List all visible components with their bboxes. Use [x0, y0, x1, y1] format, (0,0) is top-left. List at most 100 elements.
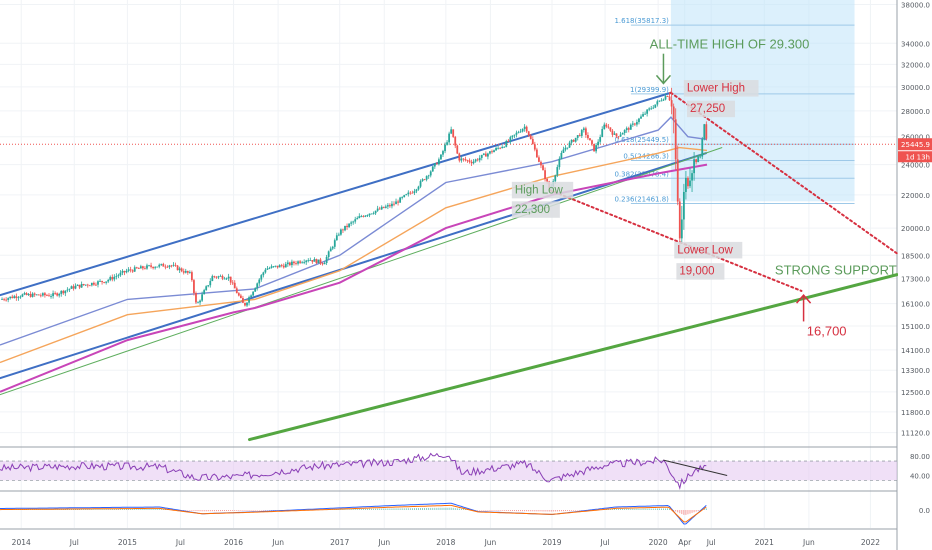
annotation-arrowhead — [796, 293, 812, 304]
candle-body — [454, 136, 457, 146]
candle-body — [587, 135, 589, 139]
candle-body — [476, 159, 479, 161]
fib-level-label: 0.236(21461.8) — [614, 196, 669, 204]
candle-body — [303, 262, 306, 263]
candle-body — [46, 295, 48, 296]
price-tick-label: 30000.0 — [901, 84, 930, 92]
candle-body — [309, 260, 312, 261]
time-tick-label: Jul — [175, 538, 185, 547]
candle-body — [521, 128, 524, 132]
candle-body — [33, 293, 36, 295]
candle-body — [591, 140, 593, 144]
candle-body — [84, 284, 87, 286]
candle-body — [399, 197, 402, 203]
candle-body — [68, 288, 71, 290]
candle-body — [90, 282, 93, 286]
time-tick-label: 2020 — [649, 538, 668, 547]
candle-body — [478, 157, 481, 161]
candle-body — [464, 159, 467, 161]
price-tick-label: 12500.0 — [901, 389, 930, 397]
rsi-band — [0, 461, 897, 481]
candle-body — [648, 108, 651, 110]
trendline-channel-lower — [0, 152, 707, 380]
candle-body — [495, 148, 497, 151]
price-tick-label: 11800.0 — [901, 409, 930, 417]
candle-body — [578, 135, 581, 136]
candle-body — [642, 114, 644, 117]
candle-body — [297, 261, 299, 264]
candle-body — [235, 288, 238, 294]
candle-body — [389, 205, 391, 207]
candle-body — [160, 263, 163, 265]
candle-body — [546, 178, 549, 182]
candle-body — [225, 278, 228, 280]
candle-body — [680, 219, 683, 239]
candle-body — [417, 186, 420, 190]
candle-body — [35, 294, 38, 296]
candle-body — [44, 293, 46, 296]
fib-level-label: 0.618(25449.5) — [614, 136, 669, 144]
candle-body — [148, 265, 150, 267]
candle-body — [493, 150, 495, 153]
macd-signal-line — [0, 504, 707, 523]
time-axis: 2014 Jul 2015 Jul 2016 Jun 2017 Jun 2018 Jun 2019 J… — [12, 538, 881, 547]
candle-body — [321, 263, 324, 265]
candle-body — [623, 130, 626, 133]
candle-body — [503, 146, 506, 148]
rsi-tick-label: 40.00 — [910, 473, 930, 481]
trendlines — [0, 91, 899, 442]
candle-body — [491, 151, 493, 153]
candle-body — [152, 266, 155, 269]
fibonacci-extension: 1.618(35817.3) 1(29399.9) 0.618(25449.5) 0.… — [614, 0, 855, 205]
candle-body — [505, 141, 508, 147]
candle-body — [207, 285, 210, 287]
candle-body — [113, 276, 116, 280]
candle-body — [111, 277, 114, 280]
candle-body — [337, 234, 340, 236]
candle-body — [135, 267, 138, 269]
candle-body — [705, 124, 708, 139]
candle-body — [625, 128, 628, 131]
price-axis-background — [898, 0, 932, 550]
candle-body — [593, 143, 595, 152]
candle-body — [125, 270, 128, 273]
candle-body — [378, 208, 381, 210]
candle-body — [362, 216, 365, 217]
annotation-box — [676, 263, 725, 280]
candle-body — [584, 128, 587, 136]
candle-body — [527, 131, 530, 136]
candle-body — [654, 104, 657, 108]
annotation-box — [674, 241, 743, 259]
candle-body — [131, 270, 134, 272]
candle-body — [248, 297, 250, 303]
candle-body — [97, 281, 99, 285]
price-tick-label: 32000.0 — [901, 61, 930, 69]
candle-body — [580, 130, 583, 136]
candle-body — [444, 144, 446, 152]
price-tick-label: 24000.0 — [901, 162, 930, 170]
candle-body — [458, 153, 461, 161]
candle-body — [99, 280, 101, 282]
candle-body — [282, 265, 285, 268]
price-tick-label: 17300.0 — [901, 276, 930, 284]
candle-body — [354, 219, 357, 222]
candle-body — [368, 213, 371, 216]
candle-body — [15, 296, 18, 299]
candle-body — [509, 137, 512, 142]
candle-body — [170, 265, 173, 267]
candle-body — [48, 295, 50, 297]
candle-body — [460, 158, 463, 161]
candle-body — [274, 265, 277, 267]
candle-body — [450, 129, 453, 134]
candle-body — [70, 286, 73, 289]
candle-body — [129, 269, 132, 271]
candle-body — [676, 159, 679, 202]
candle-body — [572, 139, 575, 142]
annotation-label: STRONG SUPPORT — [775, 263, 897, 278]
candle-body — [395, 201, 397, 205]
candle-body — [397, 201, 399, 203]
candle-body — [293, 261, 295, 264]
candle-body — [670, 100, 673, 107]
candle-body — [448, 133, 451, 143]
